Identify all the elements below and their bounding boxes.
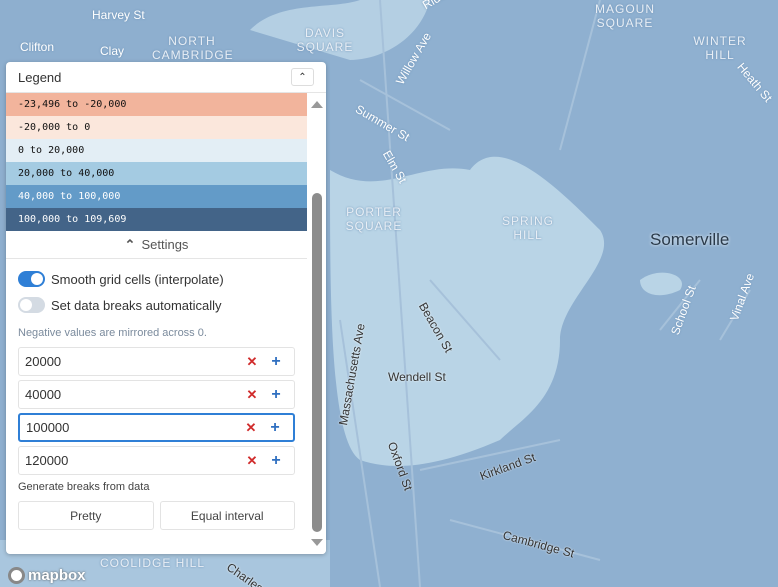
legend-title: Legend [18,69,62,85]
add-break-icon[interactable]: + [271,352,281,370]
legend-header: Legend ⌃ [6,62,326,93]
map-label: PORTER SQUARE [345,205,403,233]
auto-toggle-row: Set data breaks automatically [18,297,295,313]
map-label: WINTER HILL [693,34,747,62]
map-label: DAVIS SQUARE [296,26,354,54]
remove-break-icon[interactable]: ✕ [246,353,258,369]
add-break-icon[interactable]: + [271,385,281,403]
map-label: Wendell St [388,370,446,384]
mirror-note: Negative values are mirrored across 0. [18,327,207,339]
remove-break-icon[interactable]: ✕ [245,419,257,435]
break-input[interactable] [25,387,240,402]
map-label: Harvey St [92,8,145,22]
remove-break-icon[interactable]: ✕ [246,386,258,402]
legend-row: -23,496 to -20,000 [6,93,307,116]
chevron-up-icon: ⌃ [298,71,307,83]
break-row: ✕+ [18,413,295,442]
scrollbar[interactable] [307,93,326,554]
map-label: NORTH CAMBRIDGE [152,34,234,62]
scrollbar-thumb[interactable] [312,193,322,532]
add-break-icon[interactable]: + [271,451,281,469]
mapbox-icon [8,567,25,584]
auto-breaks-toggle[interactable] [18,297,45,313]
legend-row: 40,000 to 100,000 [6,185,307,208]
generate-label: Generate breaks from data [18,481,150,493]
map-label: Clay [100,44,125,58]
smooth-toggle-label: Smooth grid cells (interpolate) [51,271,224,287]
break-row: ✕+ [18,380,295,409]
break-row: ✕+ [18,446,295,475]
scroll-down-icon[interactable] [311,539,323,546]
auto-toggle-label: Set data breaks automatically [51,297,222,313]
add-break-icon[interactable]: + [270,418,280,436]
legend-row: -20,000 to 0 [6,116,307,139]
equal-interval-button[interactable]: Equal interval [159,501,295,530]
map-label: COOLIDGE HILL [100,556,206,570]
legend-row: 20,000 to 40,000 [6,162,307,185]
break-input[interactable] [26,420,239,435]
break-row: ✕+ [18,347,295,376]
settings-toggle[interactable]: ⌃ Settings [6,231,307,259]
collapse-legend-button[interactable]: ⌃ [291,68,314,86]
chevron-up-icon: ⌃ [124,236,136,252]
break-input[interactable] [25,354,240,369]
legend-row: 0 to 20,000 [6,139,307,162]
smooth-toggle-row: Smooth grid cells (interpolate) [18,271,295,287]
remove-break-icon[interactable]: ✕ [246,452,258,468]
map-label: MAGOUN SQUARE [595,2,655,30]
smooth-grid-toggle[interactable] [18,271,45,287]
map-label: Somerville [650,230,730,249]
scroll-up-icon[interactable] [311,101,323,108]
legend-row: 100,000 to 109,609 [6,208,307,231]
break-input[interactable] [25,453,240,468]
pretty-button[interactable]: Pretty [18,501,154,530]
map-label: SPRING HILL [501,214,554,242]
mapbox-logo[interactable]: mapbox [8,567,86,584]
map-label: Clifton [20,40,55,54]
